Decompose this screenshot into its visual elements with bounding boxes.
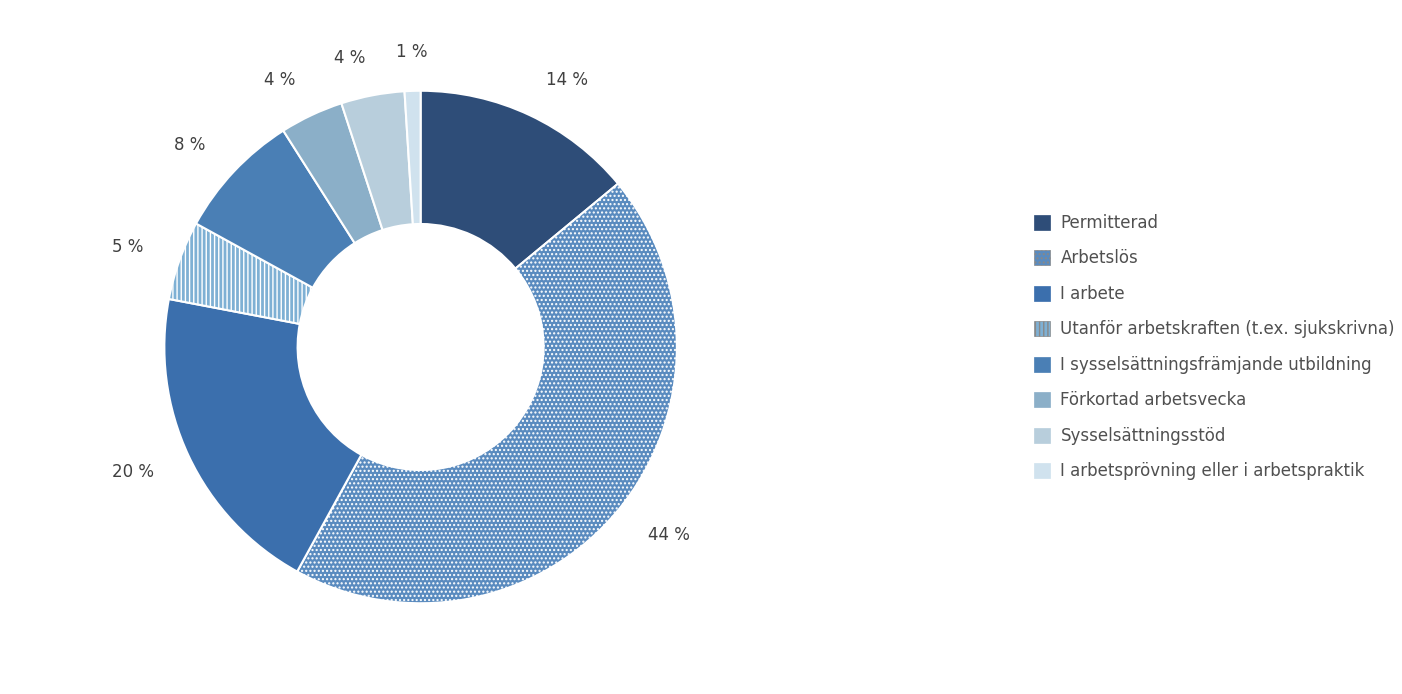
Text: 20 %: 20 %: [112, 464, 154, 482]
Wedge shape: [283, 103, 383, 243]
Text: 1 %: 1 %: [395, 44, 428, 62]
Wedge shape: [196, 130, 355, 288]
Wedge shape: [164, 299, 362, 572]
Wedge shape: [342, 91, 412, 230]
Wedge shape: [405, 91, 421, 224]
Text: 8 %: 8 %: [174, 136, 206, 154]
Legend: Permitterad, Arbetslös, I arbete, Utanför arbetskraften (t.ex. sjukskrivna), I s: Permitterad, Arbetslös, I arbete, Utanfö…: [1033, 214, 1395, 480]
Text: 14 %: 14 %: [545, 71, 587, 90]
Text: 4 %: 4 %: [334, 49, 366, 67]
Wedge shape: [168, 223, 313, 324]
Text: 4 %: 4 %: [264, 71, 296, 90]
Text: 44 %: 44 %: [648, 526, 690, 544]
Wedge shape: [297, 184, 677, 603]
Wedge shape: [421, 91, 618, 269]
Text: 5 %: 5 %: [112, 238, 143, 256]
